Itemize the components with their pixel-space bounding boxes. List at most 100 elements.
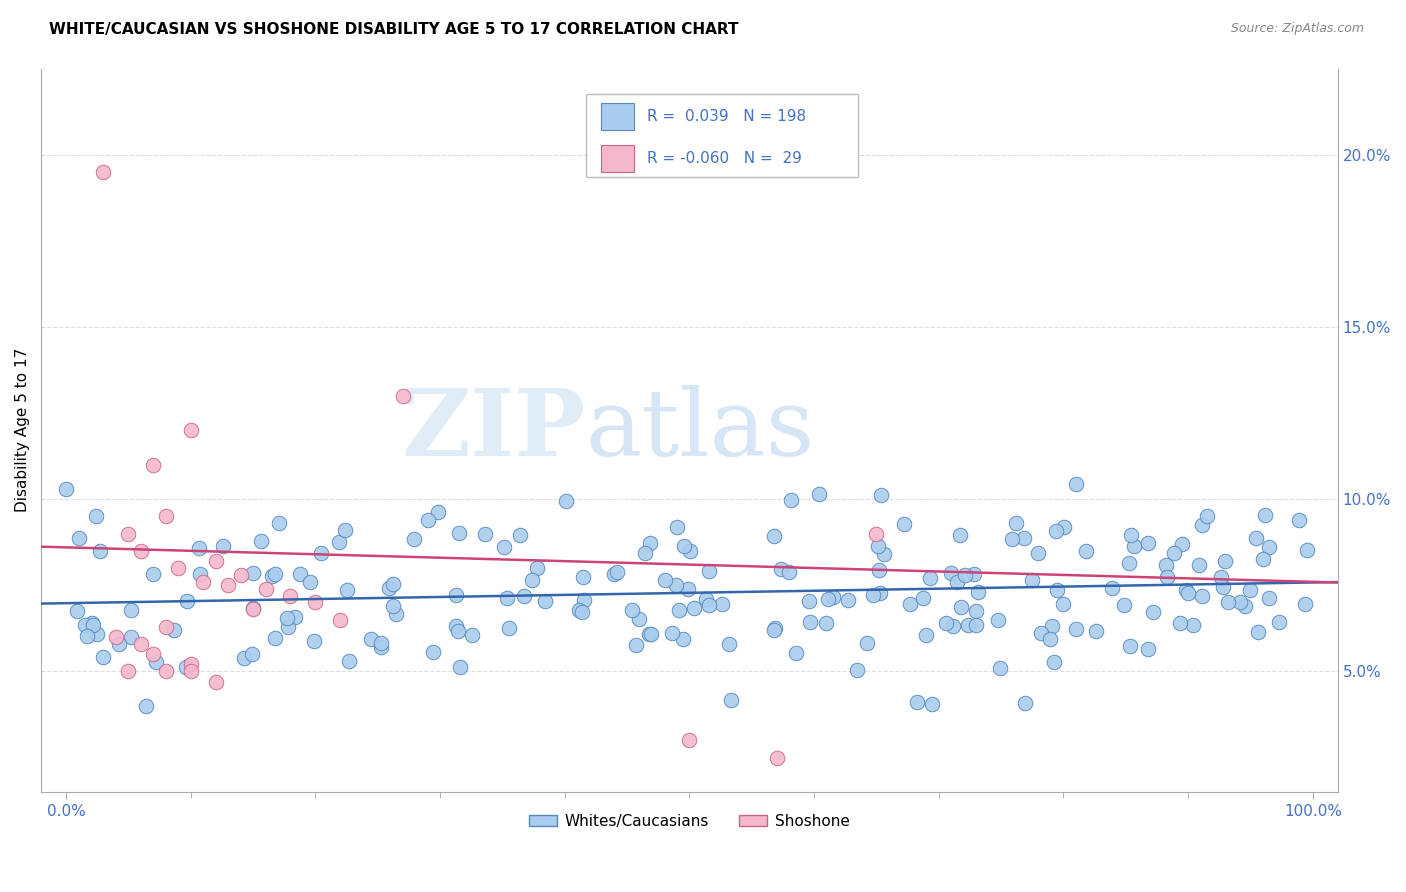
- Point: [446, 624, 468, 638]
- Point: [711, 598, 734, 612]
- Point: [73, 618, 96, 632]
- Point: [672, 540, 695, 554]
- Point: [765, 750, 787, 764]
- Point: [1253, 508, 1275, 522]
- Bar: [602, 145, 634, 172]
- Point: [174, 659, 197, 673]
- Point: [1233, 599, 1256, 613]
- Point: [967, 585, 990, 599]
- Point: [1119, 639, 1142, 653]
- Point: [240, 647, 263, 661]
- Point: [370, 640, 392, 654]
- Point: [82, 617, 104, 632]
- Point: [381, 599, 404, 614]
- Point: [1195, 509, 1218, 524]
- Point: [1163, 546, 1185, 560]
- Point: [155, 619, 177, 633]
- Point: [427, 505, 450, 519]
- Point: [965, 617, 987, 632]
- Point: [1123, 539, 1146, 553]
- Point: [953, 568, 976, 582]
- Point: [1064, 623, 1087, 637]
- Point: [817, 592, 839, 607]
- Point: [868, 563, 890, 577]
- Point: [1156, 570, 1178, 584]
- Point: [678, 733, 700, 747]
- Point: [89, 544, 111, 558]
- Point: [498, 621, 520, 635]
- Point: [921, 697, 943, 711]
- Point: [1211, 570, 1233, 584]
- Point: [1052, 597, 1074, 611]
- Point: [949, 600, 972, 615]
- Point: [1247, 625, 1270, 640]
- Point: [254, 582, 277, 596]
- Point: [571, 570, 593, 584]
- Point: [918, 571, 941, 585]
- Point: [1251, 552, 1274, 566]
- Point: [763, 621, 786, 635]
- Point: [176, 594, 198, 608]
- Point: [404, 532, 426, 546]
- Point: [697, 598, 720, 612]
- Point: [337, 654, 360, 668]
- Point: [284, 610, 307, 624]
- Y-axis label: Disability Age 5 to 17: Disability Age 5 to 17: [15, 348, 30, 512]
- Point: [665, 520, 688, 534]
- Point: [86, 626, 108, 640]
- Point: [1076, 544, 1098, 558]
- Point: [1177, 586, 1199, 600]
- Point: [1181, 617, 1204, 632]
- Point: [187, 541, 209, 555]
- Point: [496, 591, 519, 605]
- Point: [945, 575, 967, 590]
- Point: [91, 649, 114, 664]
- Point: [1085, 624, 1108, 639]
- Point: [668, 603, 690, 617]
- Point: [277, 620, 299, 634]
- Point: [554, 494, 576, 508]
- Point: [193, 574, 215, 589]
- Point: [905, 695, 928, 709]
- Point: [377, 581, 399, 595]
- Point: [1294, 597, 1316, 611]
- Point: [299, 574, 322, 589]
- Point: [1043, 655, 1066, 669]
- Text: WHITE/CAUCASIAN VS SHOSHONE DISABILITY AGE 5 TO 17 CORRELATION CHART: WHITE/CAUCASIAN VS SHOSHONE DISABILITY A…: [49, 22, 738, 37]
- Point: [180, 665, 202, 679]
- Point: [513, 589, 536, 603]
- Point: [661, 625, 683, 640]
- Point: [1053, 520, 1076, 534]
- Point: [276, 611, 298, 625]
- Point: [965, 604, 987, 618]
- Point: [627, 612, 650, 626]
- Point: [129, 637, 152, 651]
- Point: [621, 603, 644, 617]
- Point: [1064, 477, 1087, 491]
- Point: [1213, 554, 1236, 568]
- Point: [108, 637, 131, 651]
- Point: [603, 567, 626, 582]
- Point: [260, 569, 283, 583]
- Point: [242, 602, 264, 616]
- Point: [624, 638, 647, 652]
- Point: [474, 527, 496, 541]
- Point: [269, 516, 291, 530]
- Point: [1101, 581, 1123, 595]
- Point: [762, 529, 785, 543]
- Point: [264, 632, 287, 646]
- Point: [233, 651, 256, 665]
- Point: [1174, 582, 1197, 597]
- Point: [135, 698, 157, 713]
- Point: [785, 646, 807, 660]
- Point: [84, 509, 107, 524]
- Point: [1137, 642, 1160, 657]
- Point: [1142, 605, 1164, 619]
- Point: [142, 458, 165, 472]
- Point: [461, 627, 484, 641]
- Point: [370, 636, 392, 650]
- Point: [120, 630, 142, 644]
- Point: [845, 663, 868, 677]
- Point: [640, 626, 662, 640]
- Point: [865, 526, 887, 541]
